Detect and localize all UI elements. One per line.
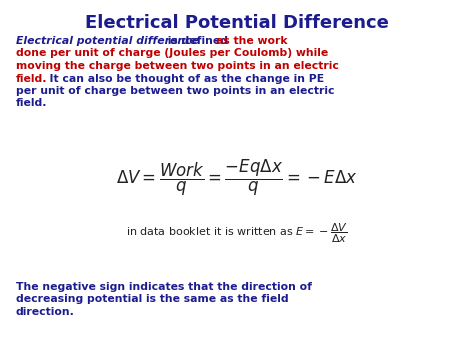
- Text: done per unit of charge (Joules per Coulomb) while: done per unit of charge (Joules per Coul…: [16, 49, 328, 59]
- Text: field.: field.: [16, 73, 47, 83]
- Text: in data booklet it is written as $\mathit{E} = -\dfrac{\Delta V}{\Delta x}$: in data booklet it is written as $\mathi…: [126, 222, 348, 245]
- Text: The negative sign indicates that the direction of: The negative sign indicates that the dir…: [16, 282, 312, 292]
- Text: Electrical Potential Difference: Electrical Potential Difference: [85, 14, 389, 32]
- Text: direction.: direction.: [16, 307, 75, 317]
- Text: decreasing potential is the same as the field: decreasing potential is the same as the …: [16, 295, 289, 305]
- Text: per unit of charge between two points in an electric: per unit of charge between two points in…: [16, 86, 335, 96]
- Text: field.: field.: [16, 98, 47, 109]
- Text: It can also be thought of as the change in PE: It can also be thought of as the change …: [42, 73, 324, 83]
- Text: as the work: as the work: [216, 36, 288, 46]
- Text: is defined: is defined: [164, 36, 232, 46]
- Text: moving the charge between two points in an electric: moving the charge between two points in …: [16, 61, 339, 71]
- Text: Electrical potential difference: Electrical potential difference: [16, 36, 199, 46]
- Text: $\Delta V = \dfrac{\mathit{Work}}{q} = \dfrac{-Eq\Delta x}{q} = -E\Delta x$: $\Delta V = \dfrac{\mathit{Work}}{q} = \…: [116, 158, 358, 198]
